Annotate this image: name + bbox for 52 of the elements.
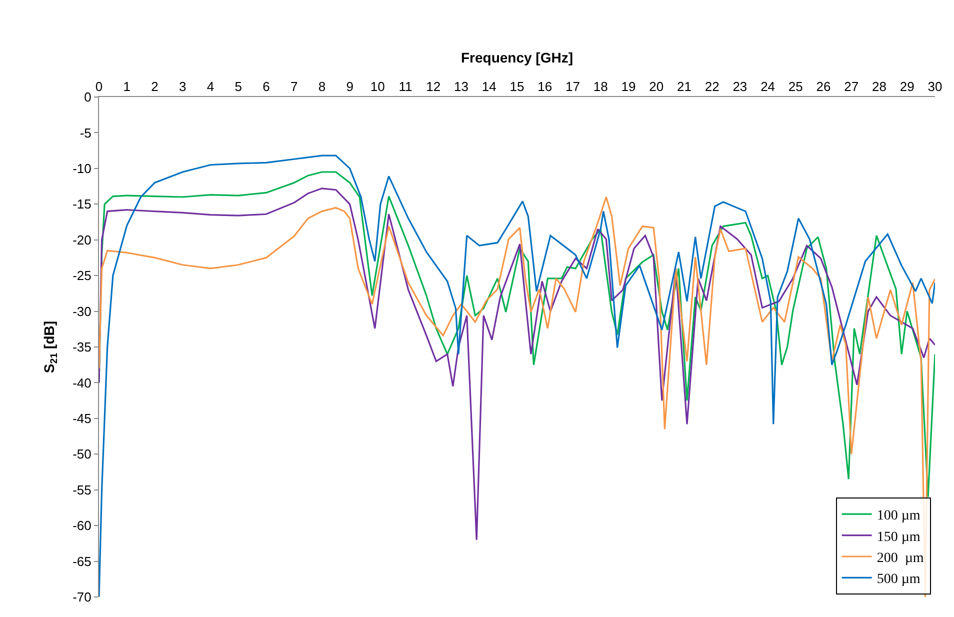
- x-tick-label: 4: [206, 78, 214, 94]
- x-axis-title: Frequency [GHz]: [460, 49, 574, 66]
- y-tick-label: -55: [72, 482, 92, 498]
- y-tick-label: 0: [84, 90, 92, 105]
- x-tick-label: 28: [872, 78, 887, 94]
- x-tick-label: 25: [788, 78, 803, 94]
- x-tick-label: 6: [262, 78, 270, 94]
- y-tick-label: -35: [72, 340, 92, 355]
- legend-label: 200 µm: [876, 550, 924, 566]
- x-tick-label: 22: [704, 78, 720, 94]
- x-tick-label: 10: [370, 78, 385, 94]
- x-tick-label: 3: [178, 78, 186, 94]
- legend-label: 150 µm: [876, 530, 920, 545]
- y-tick-label: -10: [72, 160, 92, 176]
- legend-label: 500 µm: [876, 572, 920, 588]
- x-tick-label: 30: [928, 78, 942, 94]
- x-tick-label: 2: [151, 78, 158, 94]
- x-tick-label: 7: [290, 78, 298, 94]
- x-tick-label: 15: [510, 78, 524, 94]
- x-tick-label: 13: [454, 78, 469, 94]
- x-tick-label: 16: [538, 78, 552, 94]
- x-tick-label: 27: [844, 78, 859, 94]
- x-tick-label: 12: [426, 78, 441, 94]
- y-tick-label: -50: [72, 446, 92, 462]
- x-tick-label: 26: [816, 78, 831, 94]
- y-tick-label: -40: [72, 375, 92, 390]
- x-tick-label: 24: [760, 78, 776, 94]
- x-tick-label: 19: [621, 78, 636, 94]
- x-tick-label: 20: [649, 78, 664, 94]
- y-tick-label: -30: [72, 304, 92, 319]
- y-tick-label: -45: [72, 410, 92, 426]
- x-tick-label: 1: [123, 78, 130, 94]
- legend-label: 100 µm: [876, 508, 920, 524]
- y-tick-label: -20: [72, 232, 92, 248]
- x-tick-label: 18: [593, 78, 608, 94]
- y-tick-label: -65: [72, 554, 92, 569]
- y-tick-label: -5: [80, 125, 92, 140]
- x-tick-label: 9: [346, 78, 354, 94]
- x-tick-label: 21: [676, 78, 692, 94]
- x-tick-label: 11: [398, 78, 412, 94]
- x-tick-label: 17: [565, 78, 580, 94]
- x-tick-label: 23: [732, 78, 748, 94]
- line-series: [99, 171, 935, 498]
- y-tick-label: -25: [72, 268, 92, 284]
- x-tick-label: 0: [95, 78, 103, 94]
- x-tick-label: 14: [482, 78, 496, 94]
- y-tick-label: -70: [72, 590, 92, 605]
- y-tick-label: -60: [72, 518, 92, 534]
- y-tick-label: -15: [72, 196, 92, 212]
- x-tick-label: 29: [900, 78, 914, 94]
- x-tick-label: 5: [234, 78, 242, 94]
- x-tick-label: 8: [318, 78, 326, 94]
